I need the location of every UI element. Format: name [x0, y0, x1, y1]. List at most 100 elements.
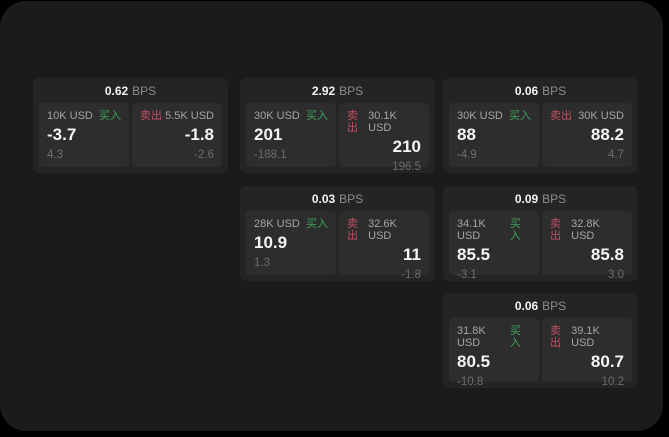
- sell-tile[interactable]: 卖出 30.1K USD 210 196.5: [339, 103, 429, 173]
- buy-amount: 31.8K USD: [457, 325, 486, 349]
- sell-tile-header: 卖出 32.8K USD: [550, 218, 624, 242]
- quote-card: 0.06 BPS 31.8K USD 买入 80.5 -10.8 卖出 39.1…: [443, 293, 638, 388]
- card-header: 0.09 BPS: [443, 186, 638, 211]
- sell-tile-header: 卖出 5.5K USD: [140, 110, 214, 122]
- sell-sub-value: 4.7: [608, 149, 624, 161]
- buy-tile[interactable]: 34.1K USD 买入 85.5 -3.1: [449, 211, 539, 281]
- buy-label: 买入: [306, 110, 328, 122]
- bps-unit-label: BPS: [542, 83, 567, 98]
- spread-bps-value: 0.62: [104, 83, 129, 98]
- sell-tile-header: 卖出 32.6K USD: [347, 218, 421, 242]
- buy-tile-header: 30K USD 买入: [254, 110, 328, 122]
- sell-amount: 32.8K USD: [571, 218, 600, 242]
- bps-unit-label: BPS: [542, 298, 567, 313]
- quote-card: 0.06 BPS 30K USD 买入 88 -4.9 卖出 30K USD 8…: [443, 78, 638, 173]
- buy-amount: 30K USD: [457, 110, 503, 122]
- buy-amount: 30K USD: [254, 110, 300, 122]
- sell-tile-header: 卖出 39.1K USD: [550, 325, 624, 349]
- card-body: 10K USD 买入 -3.7 4.3 卖出 5.5K USD -1.8 -2.…: [33, 103, 228, 167]
- sell-price: 80.7: [590, 352, 624, 371]
- main-panel: 0.62 BPS 10K USD 买入 -3.7 4.3 卖出 5.5K USD…: [0, 1, 663, 431]
- sell-label: 卖出: [550, 218, 561, 242]
- spread-bps-value: 0.09: [514, 191, 539, 206]
- buy-price: 80.5: [457, 352, 491, 371]
- buy-sub-value: -4.9: [457, 149, 477, 161]
- sell-sub-value: -2.6: [194, 149, 214, 161]
- buy-sub-value: -188.1: [254, 149, 287, 161]
- buy-amount: 34.1K USD: [457, 218, 486, 242]
- sell-label: 卖出: [550, 110, 572, 122]
- sell-amount: 30K USD: [578, 110, 624, 122]
- sell-amount: 5.5K USD: [165, 110, 214, 122]
- buy-price: 85.5: [457, 245, 491, 264]
- sell-tile[interactable]: 卖出 30K USD 88.2 4.7: [542, 103, 632, 167]
- buy-tile[interactable]: 30K USD 买入 88 -4.9: [449, 103, 539, 167]
- buy-sub-value: -10.8: [457, 376, 484, 388]
- card-header: 0.06 BPS: [443, 293, 638, 318]
- card-body: 30K USD 买入 201 -188.1 卖出 30.1K USD 210 1…: [240, 103, 435, 173]
- buy-tile[interactable]: 10K USD 买入 -3.7 4.3: [39, 103, 129, 167]
- sell-label: 卖出: [347, 218, 358, 242]
- sell-sub-value: 3.0: [608, 269, 624, 281]
- bps-unit-label: BPS: [542, 191, 567, 206]
- sell-amount: 32.6K USD: [368, 218, 397, 242]
- sell-amount: 30.1K USD: [368, 110, 397, 134]
- sell-amount: 39.1K USD: [571, 325, 600, 349]
- buy-tile[interactable]: 30K USD 买入 201 -188.1: [246, 103, 336, 167]
- sell-sub-value: 10.2: [601, 376, 624, 388]
- spread-bps-value: 2.92: [311, 83, 336, 98]
- quote-card: 0.09 BPS 34.1K USD 买入 85.5 -3.1 卖出 32.8K…: [443, 186, 638, 281]
- sell-price: 85.8: [590, 245, 624, 264]
- buy-amount: 10K USD: [47, 110, 93, 122]
- buy-tile-header: 34.1K USD 买入: [457, 218, 531, 242]
- buy-price: -3.7: [47, 125, 77, 144]
- buy-label: 买入: [509, 325, 521, 349]
- buy-tile-header: 28K USD 买入: [254, 218, 328, 230]
- spread-bps-value: 0.06: [514, 83, 539, 98]
- sell-sub-value: 196.5: [392, 161, 421, 173]
- card-body: 30K USD 买入 88 -4.9 卖出 30K USD 88.2 4.7: [443, 103, 638, 167]
- bps-unit-label: BPS: [132, 83, 157, 98]
- bps-unit-label: BPS: [339, 83, 364, 98]
- buy-label: 买入: [99, 110, 121, 122]
- buy-sub-value: 1.3: [254, 257, 270, 269]
- buy-price: 10.9: [254, 233, 288, 252]
- buy-label: 买入: [509, 218, 521, 242]
- card-body: 31.8K USD 买入 80.5 -10.8 卖出 39.1K USD 80.…: [443, 318, 638, 388]
- sell-price: -1.8: [184, 125, 214, 144]
- sell-price: 88.2: [590, 125, 624, 144]
- card-body: 34.1K USD 买入 85.5 -3.1 卖出 32.8K USD 85.8…: [443, 211, 638, 281]
- sell-tile-header: 卖出 30K USD: [550, 110, 624, 122]
- sell-tile[interactable]: 卖出 32.8K USD 85.8 3.0: [542, 211, 632, 281]
- sell-label: 卖出: [347, 110, 358, 134]
- buy-amount: 28K USD: [254, 218, 300, 230]
- sell-tile-header: 卖出 30.1K USD: [347, 110, 421, 134]
- spread-bps-value: 0.03: [311, 191, 336, 206]
- buy-sub-value: 4.3: [47, 149, 63, 161]
- buy-price: 88: [457, 125, 476, 144]
- buy-tile[interactable]: 28K USD 买入 10.9 1.3: [246, 211, 336, 275]
- sell-tile[interactable]: 卖出 39.1K USD 80.7 10.2: [542, 318, 632, 388]
- buy-label: 买入: [306, 218, 328, 230]
- buy-label: 买入: [509, 110, 531, 122]
- card-header: 0.62 BPS: [33, 78, 228, 103]
- card-header: 2.92 BPS: [240, 78, 435, 103]
- buy-price: 201: [254, 125, 283, 144]
- sell-tile[interactable]: 卖出 32.6K USD 11 -1.8: [339, 211, 429, 281]
- buy-tile-header: 30K USD 买入: [457, 110, 531, 122]
- quote-card: 0.62 BPS 10K USD 买入 -3.7 4.3 卖出 5.5K USD…: [33, 78, 228, 173]
- card-header: 0.03 BPS: [240, 186, 435, 211]
- sell-price: 11: [403, 245, 421, 264]
- sell-label: 卖出: [550, 325, 561, 349]
- spread-bps-value: 0.06: [514, 298, 539, 313]
- quote-card: 2.92 BPS 30K USD 买入 201 -188.1 卖出 30.1K …: [240, 78, 435, 173]
- buy-tile-header: 31.8K USD 买入: [457, 325, 531, 349]
- sell-label: 卖出: [140, 110, 162, 122]
- sell-tile[interactable]: 卖出 5.5K USD -1.8 -2.6: [132, 103, 222, 167]
- sell-price: 210: [392, 137, 421, 156]
- quote-card: 0.03 BPS 28K USD 买入 10.9 1.3 卖出 32.6K US…: [240, 186, 435, 281]
- sell-sub-value: -1.8: [401, 269, 421, 281]
- card-body: 28K USD 买入 10.9 1.3 卖出 32.6K USD 11 -1.8: [240, 211, 435, 281]
- buy-tile[interactable]: 31.8K USD 买入 80.5 -10.8: [449, 318, 539, 388]
